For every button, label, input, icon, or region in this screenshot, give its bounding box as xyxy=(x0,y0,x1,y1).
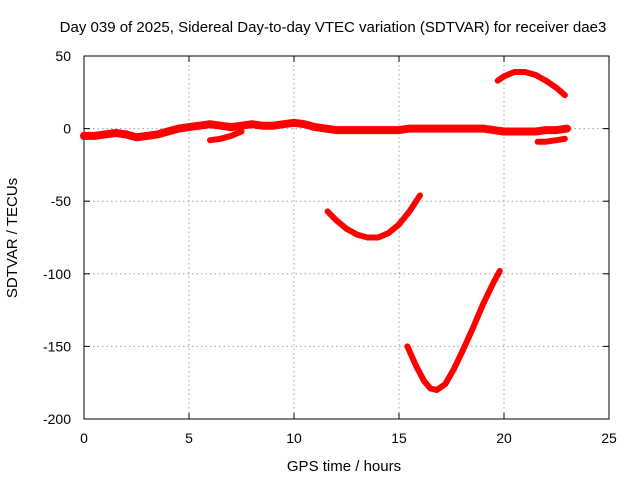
series-arc-3 xyxy=(494,69,568,99)
series-arc-2 xyxy=(404,267,503,393)
y-axis-label: SDTVAR / TECUs xyxy=(4,178,21,298)
x-tick-label: 15 xyxy=(391,430,407,446)
axis-ticks: 0 5 10 15 20 25 -200 -150 -100 -50 0 50 xyxy=(43,48,617,446)
plot-frame xyxy=(83,55,610,420)
x-tick-label: 20 xyxy=(496,430,512,446)
series-segment-5 xyxy=(534,135,568,145)
series-segment-4 xyxy=(207,128,245,144)
y-tick-label: -200 xyxy=(43,411,71,427)
x-axis-label: GPS time / hours xyxy=(287,458,401,475)
y-tick-label: -50 xyxy=(51,193,71,209)
y-tick-label: -100 xyxy=(43,266,71,282)
y-tick-label: 50 xyxy=(55,48,71,64)
x-tick-label: 10 xyxy=(286,430,302,446)
x-tick-label: 0 xyxy=(80,430,88,446)
y-tick-label: -150 xyxy=(43,338,71,354)
y-tick-label: 0 xyxy=(63,121,71,137)
series-band-near-zero xyxy=(80,118,571,142)
chart-title: Day 039 of 2025, Sidereal Day-to-day VTE… xyxy=(60,19,607,36)
x-tick-label: 5 xyxy=(185,430,193,446)
data-series xyxy=(80,69,571,393)
x-tick-label: 25 xyxy=(601,430,617,446)
grid xyxy=(84,56,609,419)
series-arc-1 xyxy=(324,192,423,241)
